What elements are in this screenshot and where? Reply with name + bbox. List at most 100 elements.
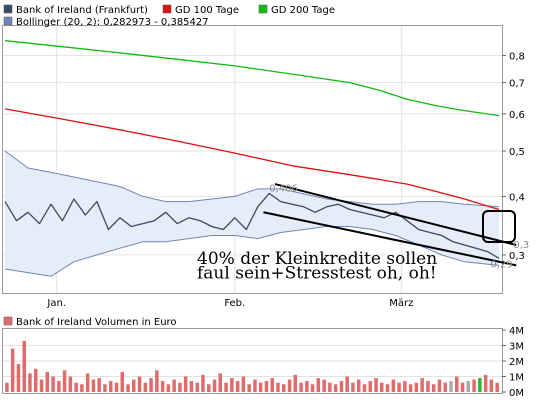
volume-bar xyxy=(97,378,101,392)
volume-bar xyxy=(137,376,142,392)
bollinger-band xyxy=(4,150,500,277)
legend-swatch-bollinger xyxy=(3,16,13,26)
volume-bar xyxy=(478,378,482,392)
volume-bar xyxy=(39,379,44,392)
volume-bar xyxy=(408,384,413,393)
legend-swatch-volume xyxy=(3,316,13,326)
x-tick-label: März xyxy=(389,298,413,309)
volume-bar xyxy=(345,376,349,392)
volume-y-axis: 4M 3M 2M 1M 0M xyxy=(502,326,524,399)
volume-bar xyxy=(287,379,292,392)
volume-bar xyxy=(374,378,378,392)
volume-bar xyxy=(45,371,49,392)
volume-bar xyxy=(85,373,90,392)
volume-bar xyxy=(172,379,176,392)
volume-bar xyxy=(472,379,476,392)
volume-bar xyxy=(380,382,384,392)
volume-bar xyxy=(91,379,96,392)
legend-swatch-gd200 xyxy=(258,4,268,14)
volume-bar xyxy=(483,374,488,392)
volume-bar xyxy=(241,376,246,392)
volume-bar xyxy=(362,384,367,393)
volume-bar xyxy=(143,382,148,392)
volume-bar xyxy=(357,379,361,392)
volume-legend: Bank of Ireland Volumen in Euro xyxy=(3,316,177,328)
price-line xyxy=(4,192,500,259)
price-y-axis: 0,8 0,7 0,6 0,5 0,4 0,3 xyxy=(502,51,525,262)
y-tick-label: 0,7 xyxy=(509,79,525,90)
vol-tick-label: 3M xyxy=(509,342,524,353)
volume-bar xyxy=(28,373,32,392)
trend-channel xyxy=(263,183,517,267)
volume-bar xyxy=(270,378,274,392)
volume-bar xyxy=(178,382,182,392)
volume-bar xyxy=(310,384,315,393)
volume-bar xyxy=(495,382,499,392)
volume-bar xyxy=(126,384,130,393)
volume-bar xyxy=(264,381,269,392)
volume-bar xyxy=(351,382,355,392)
volume-bar xyxy=(120,371,124,392)
volume-bar xyxy=(103,384,107,393)
volume-bar xyxy=(212,379,217,392)
volume-bar xyxy=(403,381,407,392)
highlight-box xyxy=(482,210,516,243)
vol-tick-label: 2M xyxy=(509,357,524,368)
volume-bar xyxy=(431,384,436,393)
volume-bar xyxy=(420,378,424,392)
volume-bar xyxy=(201,374,205,392)
y-tick-label: 0,3 xyxy=(509,251,525,262)
volume-bar xyxy=(414,382,419,392)
legend-label-bollinger: Bollinger (20, 2): 0,282973 - 0,385427 xyxy=(16,17,209,28)
volume-bar xyxy=(155,370,159,392)
price-series-lines xyxy=(4,40,500,259)
volume-bar xyxy=(333,384,338,393)
value-label: 0,29 xyxy=(490,260,512,271)
volume-bar xyxy=(466,381,470,392)
volume-bar xyxy=(282,384,286,393)
y-tick-label: 0,5 xyxy=(509,147,525,158)
x-tick-label: Jan. xyxy=(46,298,66,309)
volume-bar xyxy=(109,381,113,392)
volume-bar xyxy=(339,381,344,392)
legend-label-gd100: GD 100 Tage xyxy=(175,5,239,16)
value-label: 0,406 xyxy=(269,183,298,194)
bollinger-lower-line xyxy=(4,226,500,277)
legend-label-price: Bank of Ireland (Frankfurt) xyxy=(16,5,148,16)
volume-bar xyxy=(328,382,332,392)
y-tick-label: 0,8 xyxy=(509,51,525,62)
volume-bar xyxy=(489,379,494,392)
chart-annotations: 0,406 0,30,29 40% der Kleinkredite sollenf… xyxy=(197,183,529,283)
volume-bar xyxy=(62,370,67,392)
volume-bar xyxy=(293,374,297,392)
gd100-line xyxy=(4,108,500,211)
volume-bar xyxy=(51,376,55,392)
volume-bar xyxy=(385,384,390,393)
volume-bar xyxy=(5,382,9,392)
volume-bar xyxy=(426,381,430,392)
volume-bar xyxy=(114,382,119,392)
value-label: 0,3 xyxy=(513,240,529,251)
annotation-text: 40% der Kleinkredite sollen xyxy=(197,249,437,269)
price-legend: Bank of Ireland (Frankfurt) GD 100 Tage GD… xyxy=(3,4,335,28)
trend-line-1 xyxy=(274,183,517,246)
volume-bar xyxy=(132,379,136,392)
legend-swatch-gd100 xyxy=(162,4,172,14)
volume-bar xyxy=(397,382,401,392)
volume-bar xyxy=(316,378,321,392)
volume-bar xyxy=(224,382,228,392)
volume-bar xyxy=(368,381,372,392)
volume-bar xyxy=(189,381,194,392)
volume-bar xyxy=(183,376,188,392)
trend-line-2 xyxy=(263,211,517,267)
volume-bar xyxy=(391,379,396,392)
volume-bar xyxy=(160,381,165,392)
volume-bar xyxy=(235,381,240,392)
legend-label-volume: Bank of Ireland Volumen in Euro xyxy=(16,317,177,328)
volume-bar xyxy=(149,378,153,392)
volume-bar xyxy=(247,384,251,393)
volume-bar xyxy=(57,381,61,392)
volume-bar xyxy=(449,381,453,392)
